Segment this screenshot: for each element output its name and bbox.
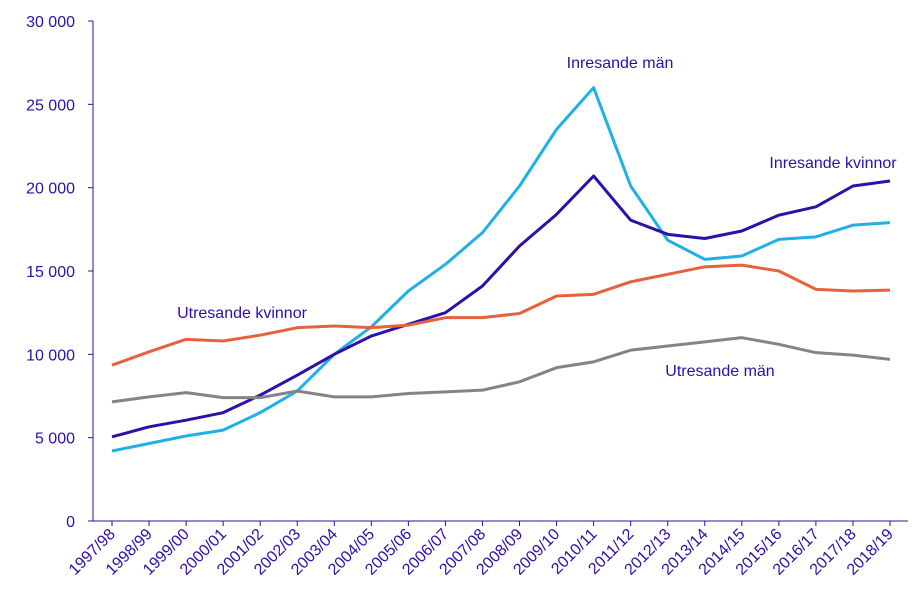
y-tick-label: 0 <box>66 514 75 531</box>
y-tick-label: 30 000 <box>26 14 75 31</box>
series-line <box>111 86 891 453</box>
y-tick-label: 10 000 <box>26 347 75 364</box>
y-tick-label: 25 000 <box>26 97 75 114</box>
series-line <box>111 174 891 439</box>
series-line <box>111 336 891 404</box>
series-line <box>111 263 891 367</box>
y-tick-label: 15 000 <box>26 264 75 281</box>
series-label: Inresande kvinnor <box>769 155 897 172</box>
y-tick-label: 5 000 <box>35 431 75 448</box>
series-label: Utresande kvinnor <box>177 305 308 322</box>
series-label: Utresande män <box>665 363 774 380</box>
series-label: Inresande män <box>567 55 674 72</box>
y-tick-label: 20 000 <box>26 181 75 198</box>
